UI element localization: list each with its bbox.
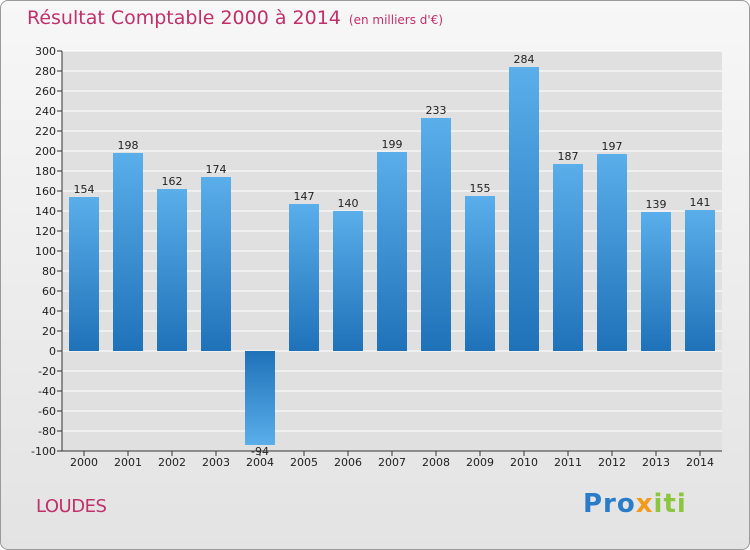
x-tick-label: 2013 (642, 456, 670, 469)
y-tick-label: 20 (42, 325, 56, 338)
y-tick-label: -80 (38, 425, 56, 438)
logo-part-2: x (635, 489, 654, 519)
x-tick-label: 2001 (114, 456, 142, 469)
bar-2007 (377, 152, 407, 351)
x-tick-label: 2003 (202, 456, 230, 469)
y-axis: -100 -80 -60 -40 -20 0 20 40 60 80 100 120 140 160 180… (31, 45, 63, 458)
x-tick-label: 2002 (158, 456, 186, 469)
y-tick-label: 60 (42, 285, 56, 298)
y-tick-label: 120 (35, 225, 56, 238)
x-tick-label: 2004 (246, 456, 274, 469)
data-label: 197 (602, 140, 623, 153)
bars (69, 67, 715, 445)
x-tick-label: 2008 (422, 456, 450, 469)
bar-2011 (553, 164, 583, 351)
bar-2006 (333, 211, 363, 351)
unit-label: (en milliers d'€) (348, 13, 444, 27)
bar-2001 (113, 153, 143, 351)
bar-2014 (685, 210, 715, 351)
data-label: 174 (206, 163, 227, 176)
data-label: 154 (74, 183, 95, 196)
logo-part-1: Pro (583, 489, 636, 519)
bar-2003 (201, 177, 231, 351)
x-tick-label: 2014 (686, 456, 714, 469)
y-tick-label: 140 (35, 205, 56, 218)
bar-2010 (509, 67, 539, 351)
y-tick-label: 220 (35, 125, 56, 138)
bar-2008 (421, 118, 451, 351)
y-tick-label: 180 (35, 165, 56, 178)
x-tick-label: 2007 (378, 456, 406, 469)
data-label: 198 (118, 139, 139, 152)
data-label: 233 (426, 104, 447, 117)
y-tick-label: 80 (42, 265, 56, 278)
x-tick-label: 2000 (70, 456, 98, 469)
data-label: 147 (294, 190, 315, 203)
x-tick-label: 2012 (598, 456, 626, 469)
y-tick-label: -40 (38, 385, 56, 398)
bar-2004 (245, 351, 275, 445)
data-label: 140 (338, 197, 359, 210)
title-text: Résultat Comptable 2000 à 2014 (27, 7, 341, 29)
bar-2002 (157, 189, 187, 351)
bar-2005 (289, 204, 319, 351)
y-tick-label: 240 (35, 105, 56, 118)
y-tick-label: -60 (38, 405, 56, 418)
x-tick-label: 2005 (290, 456, 318, 469)
bar-2009 (465, 196, 495, 351)
bar-2000 (69, 197, 99, 351)
data-label: 199 (382, 138, 403, 151)
bar-2012 (597, 154, 627, 351)
y-tick-label: 300 (35, 45, 56, 58)
y-tick-label: -100 (31, 445, 56, 458)
y-tick-label: 160 (35, 185, 56, 198)
chart-title: Résultat Comptable 2000 à 2014 (en millie… (27, 7, 443, 29)
x-tick-label: 2006 (334, 456, 362, 469)
y-tick-label: 0 (49, 345, 56, 358)
data-label: 162 (162, 175, 183, 188)
y-tick-label: 40 (42, 305, 56, 318)
data-label: 284 (514, 53, 535, 66)
y-tick-label: -20 (38, 365, 56, 378)
proxiti-logo: Proxiti (583, 489, 687, 519)
y-tick-label: 280 (35, 65, 56, 78)
y-tick-label: 260 (35, 85, 56, 98)
y-tick-label: 200 (35, 145, 56, 158)
logo-part-3: iti (653, 489, 687, 519)
data-label: 155 (470, 182, 491, 195)
x-tick-label: 2010 (510, 456, 538, 469)
x-tick-label: 2011 (554, 456, 582, 469)
place-name: LOUDES (36, 496, 107, 517)
data-labels: 154198162174-941471401992331552841871971… (74, 53, 711, 458)
data-label: 187 (558, 150, 579, 163)
x-tick-label: 2009 (466, 456, 494, 469)
x-axis: 2000 2001 2002 2003 2004 2005 2006 2007 2008 2009… (62, 450, 722, 469)
y-tick-label: 100 (35, 245, 56, 258)
data-label: 139 (646, 198, 667, 211)
bar-2013 (641, 212, 671, 351)
data-label: 141 (690, 196, 711, 209)
